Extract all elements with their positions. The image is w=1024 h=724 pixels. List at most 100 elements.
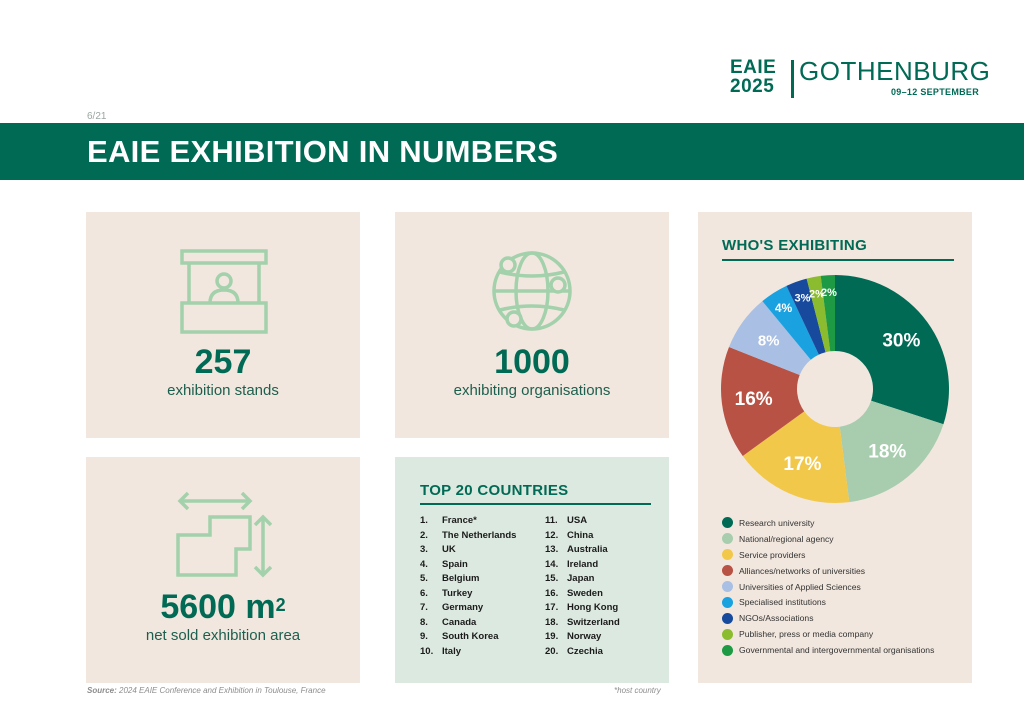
logo-line2: 2025 [730, 76, 775, 97]
organisations-card: 1000 exhibiting organisations [395, 212, 669, 438]
legend-item: Alliances/networks of universities [722, 563, 934, 579]
legend-swatch [722, 549, 733, 561]
donut-slice-label: 2% [809, 289, 825, 301]
country-item: 12. China [545, 530, 620, 545]
organisations-label: exhibiting organisations [453, 382, 611, 399]
legend-label: Universities of Applied Sciences [739, 581, 861, 592]
country-rank: 13. [545, 544, 559, 555]
donut-slice [721, 347, 805, 457]
legend-swatch [722, 533, 733, 545]
area-label: net sold exhibition area [145, 627, 301, 644]
logo-line1: EAIE [730, 57, 777, 78]
country-rank: 6. [420, 587, 428, 599]
legend-item: Publisher, press or media company [722, 626, 934, 642]
donut-slice [839, 400, 944, 503]
countries-list-right: 11. USA 12. China 13. Australia 14. Ireland 15. J… [545, 515, 620, 660]
donut-slice-label: 18% [868, 442, 906, 463]
source-label: Source: [87, 686, 117, 695]
countries-list-left: 1. France* 2. The Netherlands 3. UK 4. Spain 5. B… [420, 515, 516, 660]
country-rank: 8. [420, 616, 428, 628]
globe-network-icon [492, 251, 572, 331]
country-item: 6. Turkey [420, 588, 516, 603]
country-item: 3. UK [420, 544, 516, 559]
donut-slice-label: 2% [821, 287, 837, 299]
logo-city: GOTHENBURG [799, 56, 991, 86]
country-item: 18. Switzerland [545, 617, 620, 632]
country-rank: 5. [420, 573, 428, 584]
stands-label: exhibition stands [167, 382, 279, 399]
country-item: 4. Spain [420, 559, 516, 574]
country-item: 11. USA [545, 515, 620, 530]
country-name: The Netherlands [442, 529, 517, 541]
legend-item: NGOs/Associations [722, 610, 934, 626]
legend-label: NGOs/Associations [739, 613, 814, 624]
donut-slice [806, 275, 831, 353]
countries-title: TOP 20 COUNTRIES [420, 482, 569, 499]
source-note: Source: 2024 EAIE Conference and Exhibit… [87, 686, 326, 695]
legend-label: Research university [739, 517, 815, 528]
legend-item: Governmental and intergovernmental organ… [722, 642, 934, 658]
country-name: UK [442, 544, 456, 555]
country-name: Turkey [442, 587, 473, 599]
country-rank: 18. [545, 616, 559, 628]
country-item: 20. Czechia [545, 646, 620, 661]
donut-slice [820, 275, 835, 352]
country-item: 8. Canada [420, 617, 516, 632]
country-rank: 15. [545, 573, 559, 584]
country-name: Ireland [567, 558, 599, 570]
top-countries-card: TOP 20 COUNTRIES 1. France* 2. The Netherla… [395, 457, 669, 683]
country-name: Germany [442, 602, 484, 613]
logo-wordmark: EAIE 2025 [730, 58, 786, 96]
legend-item: Research university [722, 515, 934, 531]
country-name: Switzerland [567, 616, 620, 628]
country-name: Italy [442, 645, 462, 657]
legend-item: Service providers [722, 547, 934, 563]
country-name: Spain [442, 558, 468, 570]
country-name: France* [442, 515, 477, 526]
country-rank: 9. [420, 631, 428, 642]
legend-swatch [722, 628, 733, 640]
country-item: 13. Australia [545, 544, 620, 559]
country-rank: 7. [420, 602, 428, 613]
donut-slice [729, 301, 811, 376]
legend-item: Universities of Applied Sciences [722, 579, 934, 595]
whos-exhibiting-card: WHO'S EXHIBITING 30% 18% 17% 16% 8% 4% 3% 2% 2% … [698, 212, 972, 683]
donut-slice-label: 17% [783, 454, 821, 475]
donut-slice-label: 4% [775, 301, 793, 315]
legend-label: Service providers [739, 549, 806, 560]
donut-slice [742, 411, 850, 504]
country-name: USA [567, 515, 588, 526]
legend-label: National/regional agency [739, 533, 834, 544]
legend-label: Publisher, press or media company [739, 629, 874, 640]
chart-title: WHO'S EXHIBITING [722, 237, 868, 254]
source-text: 2024 EAIE Conference and Exhibition in T… [116, 686, 326, 695]
country-name: Belgium [442, 573, 480, 584]
country-rank: 16. [545, 587, 559, 599]
country-rank: 11. [545, 515, 558, 526]
donut-slice-label: 3% [795, 293, 811, 305]
legend-swatch [722, 596, 733, 608]
legend-swatch [722, 581, 733, 592]
host-country-note: *host country [614, 686, 661, 695]
area-value-number: 5600 m [160, 588, 276, 626]
legend-item: Specialised institutions [722, 594, 934, 610]
logo-dates: 09–12 SEPTEMBER [891, 87, 980, 97]
chart-legend: Research university National/regional age… [722, 515, 934, 658]
stands-value: 257 [194, 343, 252, 381]
area-unit-superscript: 2 [275, 595, 286, 615]
page-title: EAIE EXHIBITION IN NUMBERS [87, 134, 559, 169]
country-rank: 19. [545, 631, 559, 642]
exhibition-booth-icon [180, 249, 268, 334]
country-name: Hong Kong [567, 602, 619, 613]
logo-divider [791, 60, 794, 98]
donut-slice-label: 30% [882, 330, 920, 351]
legend-label: Specialised institutions [739, 597, 826, 608]
legend-item: National/regional agency [722, 531, 934, 547]
country-item: 17. Hong Kong [545, 602, 620, 617]
country-item: 16. Sweden [545, 588, 620, 603]
area-value: 5600 m2 [86, 589, 360, 625]
area-card: 5600 m2 net sold exhibition area [86, 457, 360, 683]
country-name: Japan [567, 573, 595, 584]
country-name: Australia [567, 544, 608, 555]
country-rank: 20. [545, 645, 559, 657]
